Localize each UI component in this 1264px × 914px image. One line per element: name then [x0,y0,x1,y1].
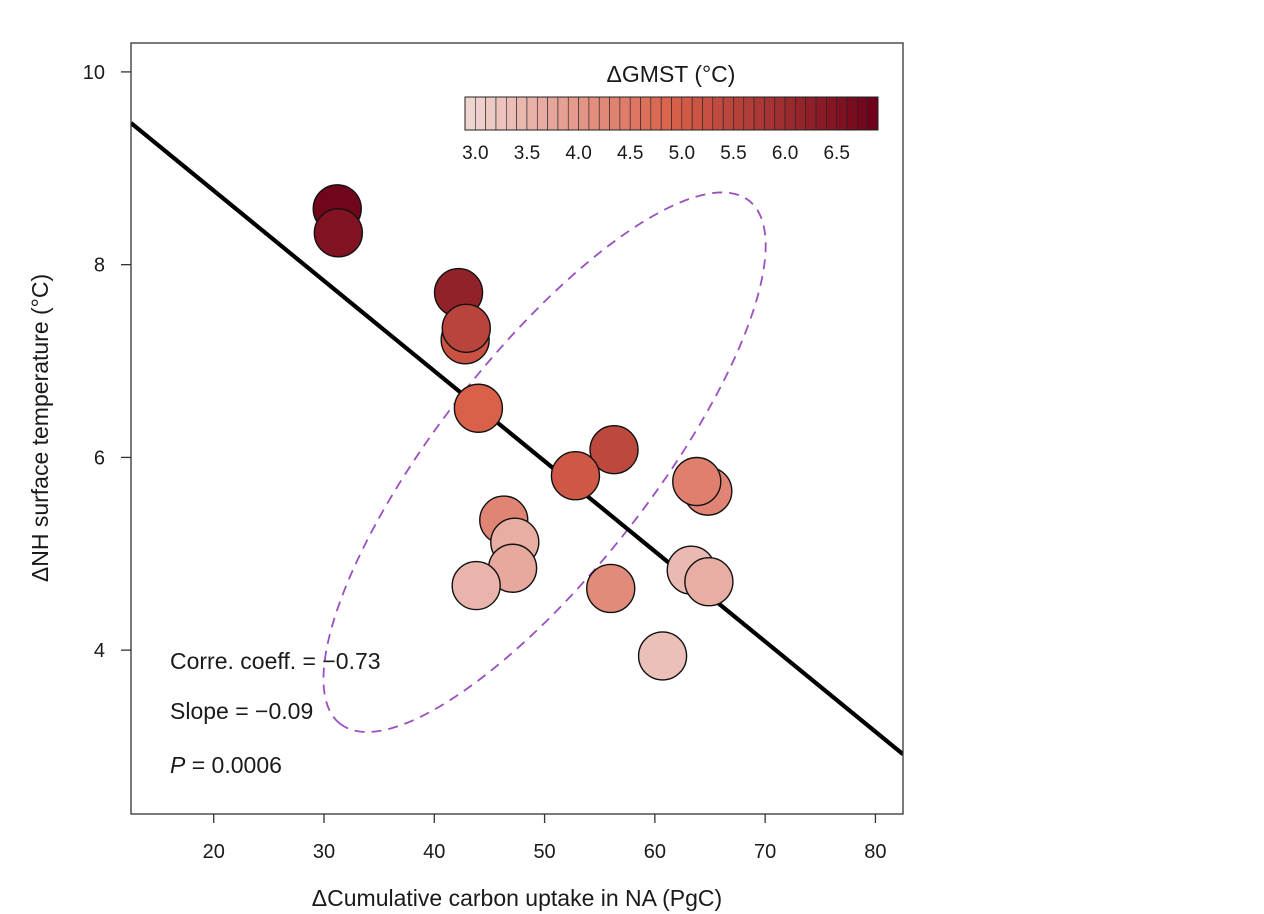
data-points-layer [312,184,734,681]
x-axis-ticks: 20 30 40 50 60 70 80 [203,814,887,863]
plot-frame [130,42,904,815]
confidence-ellipse-layer [322,191,767,733]
colorbar-swatch [588,96,600,131]
colorbar-swatch [671,96,683,131]
colorbar-swatch [505,96,517,131]
colorbar-swatch [475,96,486,131]
data-point [453,383,504,433]
colorbar-swatch [691,96,703,131]
colorbar-swatch [516,96,528,131]
colorbar-swatch [836,96,848,131]
colorbar-tick-label: 5.0 [669,143,695,164]
colorbar-swatch [609,96,621,131]
x-tick-label: 60 [644,841,666,863]
data-point [441,303,491,353]
colorbar-swatch [536,96,548,131]
x-tick-label: 40 [423,841,445,863]
colorbar-swatch [681,96,693,131]
x-tick-label: 20 [203,841,225,863]
colorbar-tick-label: 4.5 [617,143,643,164]
colorbar-swatch [495,96,507,131]
colorbar-tick-label: 6.5 [823,143,849,164]
x-tick-label: 70 [754,841,776,863]
colorbar-swatch [733,96,745,131]
data-point [637,631,688,681]
colorbar-tick-label: 4.0 [565,143,591,164]
regression-line [131,121,903,756]
colorbar-swatch [743,96,755,131]
colorbar-swatch [629,96,641,131]
data-point [550,451,601,501]
x-tick-label: 80 [864,841,886,863]
p-value-annotation: P = 0.0006 [170,752,282,778]
confidence-ellipse [322,191,767,733]
regression-line-layer [131,121,903,756]
y-tick-label: 6 [94,447,105,469]
colorbar-swatch [526,96,538,131]
x-axis-title: ΔCumulative carbon uptake in NA (PgC) [312,885,722,911]
correlation-annotation: Corre. coeff. = −0.73 [170,648,381,674]
data-point [586,563,636,614]
colorbar-swatch [619,96,631,131]
x-tick-label: 50 [533,841,555,863]
data-point [684,557,734,607]
colorbar-swatch [650,96,662,131]
colorbar-swatch [774,96,786,131]
colorbar-swatch [598,96,610,131]
y-tick-label: 8 [94,255,105,277]
data-point [313,208,364,258]
colorbar-swatch [640,96,652,131]
colorbar-swatch [578,96,590,131]
colorbar-swatch [557,96,569,131]
colorbar-swatch [784,96,796,131]
colorbar-swatch [753,96,765,131]
data-point [672,456,722,507]
colorbar: 3.0 3.5 4.0 4.5 5.0 5.5 6.0 6.5 [462,96,879,164]
colorbar-swatch [702,96,714,131]
colorbar-swatch [722,96,734,131]
colorbar-swatch [764,96,776,131]
colorbar-swatch [846,96,858,131]
colorbar-swatch [547,96,559,131]
slope-annotation: Slope = −0.09 [170,698,313,724]
colorbar-swatch [867,96,879,131]
p-value: = 0.0006 [185,752,282,778]
colorbar-tick-label: 3.5 [514,143,540,164]
y-axis-ticks: 4 6 8 10 [83,62,131,662]
colorbar-swatch [857,96,868,131]
data-point [589,425,639,475]
colorbar-swatch [795,96,807,131]
colorbar-swatch [815,96,827,131]
colorbar-swatch [826,96,837,131]
y-tick-label: 10 [83,62,105,84]
colorbar-swatch [567,96,579,131]
colorbar-swatch [712,96,724,131]
colorbar-swatch [660,96,672,131]
colorbar-swatch [464,96,476,131]
colorbar-tick-label: 6.0 [772,143,798,164]
y-axis-title: ΔNH surface temperature (°C) [27,274,53,582]
x-tick-label: 30 [313,841,335,863]
colorbar-title: ΔGMST (°C) [607,61,736,87]
colorbar-swatch [805,96,817,131]
p-symbol: P [170,752,186,778]
colorbar-swatch [485,96,497,131]
colorbar-frame [464,96,879,131]
y-tick-label: 4 [94,640,105,662]
colorbar-tick-label: 3.0 [462,143,488,164]
data-point [451,560,501,611]
colorbar-tick-label: 5.5 [720,143,746,164]
